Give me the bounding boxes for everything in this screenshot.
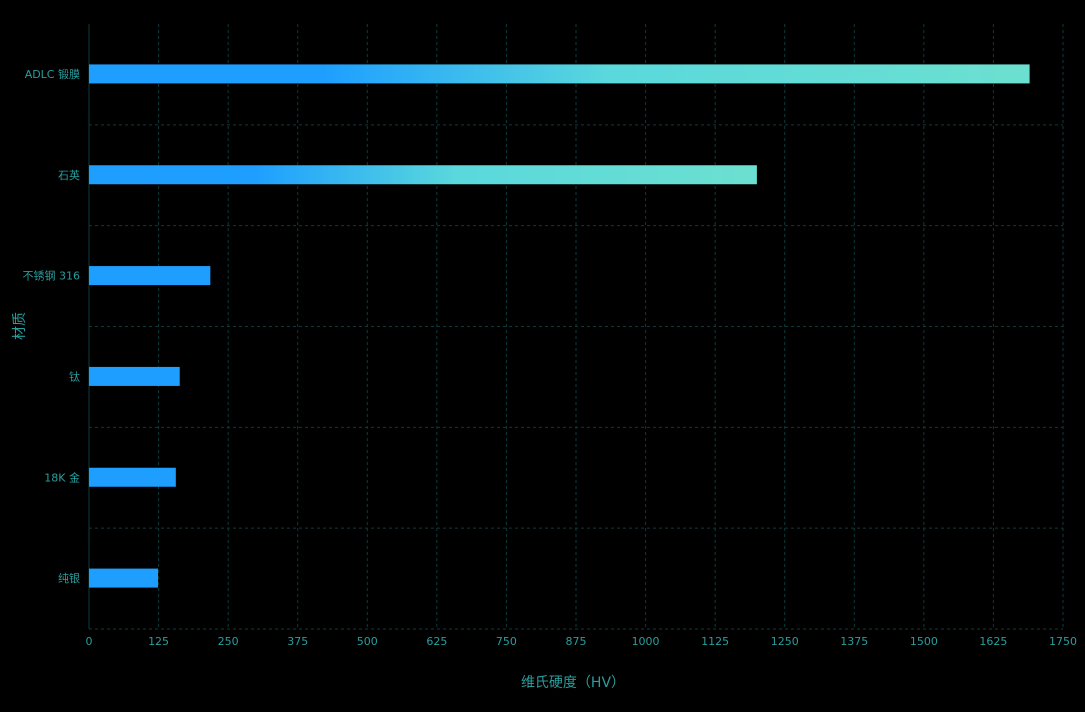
bar-0[interactable]: [89, 64, 1030, 84]
bar-3[interactable]: [89, 366, 180, 386]
x-tick-label: 1500: [910, 635, 938, 648]
bars: [89, 64, 1030, 588]
x-tick-label: 1750: [1049, 635, 1077, 648]
x-tick-label: 1250: [771, 635, 799, 648]
x-tick-label: 375: [287, 635, 308, 648]
x-tick-label: 750: [496, 635, 517, 648]
x-tick-label: 0: [86, 635, 93, 648]
x-tick-label: 500: [357, 635, 378, 648]
x-tick-label: 250: [218, 635, 239, 648]
bar-1[interactable]: [89, 165, 757, 185]
y-tick-label: 18K 金: [44, 470, 80, 484]
y-tick-label: ADLC 锻膜: [25, 67, 80, 81]
bar-2[interactable]: [89, 266, 211, 286]
y-tick-label: 石英: [58, 168, 80, 182]
x-tick-label: 1625: [979, 635, 1007, 648]
x-axis-label: 维氏硬度（HV）: [521, 675, 625, 691]
x-axis-ticks: 0 125 250 375 500 625 750 875 1000 1125 1250 1375 15…: [86, 635, 1078, 648]
bar-5[interactable]: [89, 568, 159, 588]
y-tick-label: 钛: [69, 369, 80, 383]
y-tick-label: 不锈钢 316: [23, 270, 81, 283]
bar-4[interactable]: [89, 467, 176, 487]
grid-lines: [88, 24, 1064, 630]
x-tick-label: 1000: [632, 635, 660, 648]
x-tick-label: 875: [566, 635, 587, 648]
y-tick-label: 纯银: [58, 571, 80, 585]
y-axis-label: 材质: [12, 312, 28, 340]
x-tick-label: 1125: [701, 635, 729, 648]
x-tick-label: 125: [148, 635, 169, 648]
x-tick-label: 625: [426, 635, 447, 648]
x-tick-label: 1375: [840, 635, 868, 648]
